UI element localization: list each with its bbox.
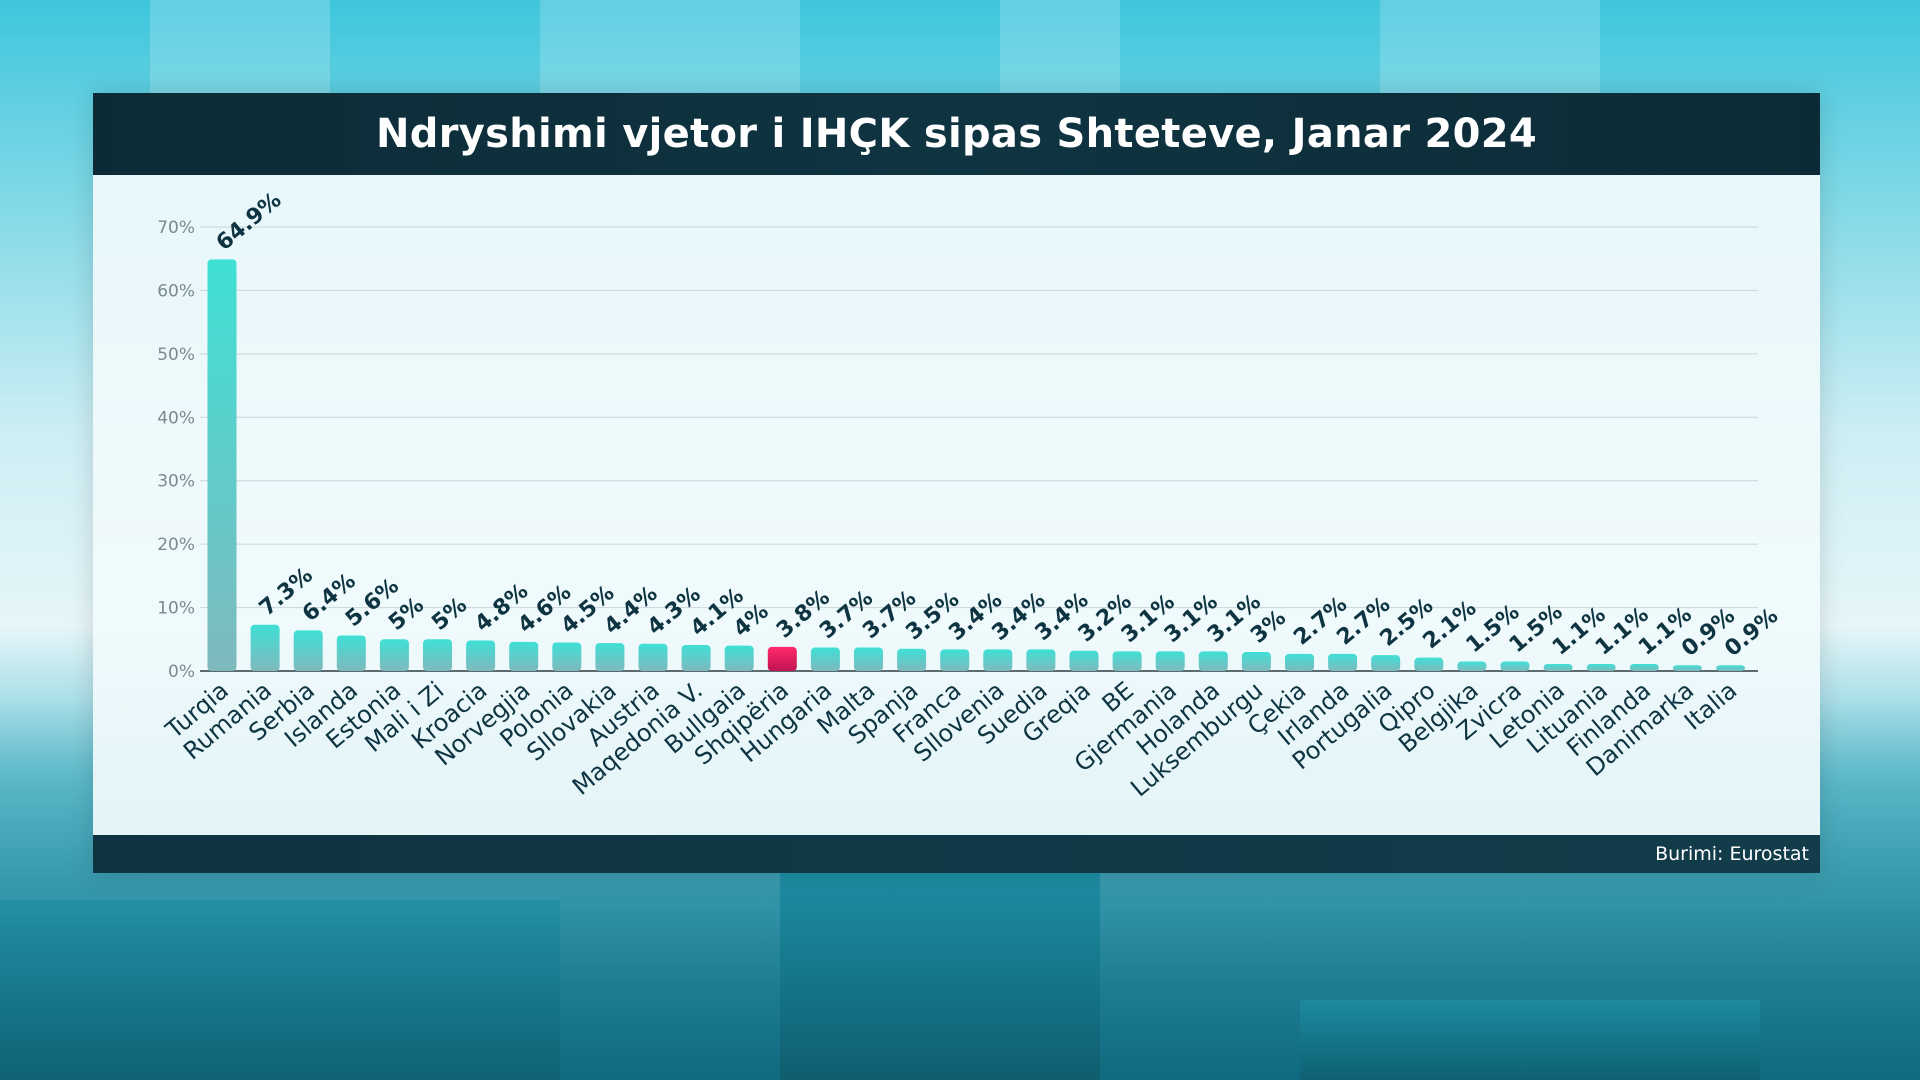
bar [767, 646, 797, 671]
bar [1198, 651, 1228, 671]
bar [1586, 664, 1616, 671]
bar [1457, 661, 1487, 671]
bar [466, 640, 496, 671]
bar [854, 647, 883, 671]
bar [1026, 649, 1056, 671]
y-tick-label: 70% [157, 218, 195, 238]
bar [1543, 664, 1573, 671]
bar [1672, 665, 1702, 671]
bar [681, 644, 711, 671]
bar [724, 645, 754, 671]
y-tick-label: 40% [157, 408, 195, 428]
y-tick-label: 60% [157, 281, 195, 301]
bar [379, 639, 409, 671]
bar [1500, 661, 1530, 671]
bar [595, 643, 625, 671]
bar [983, 649, 1013, 671]
background-pillar [1380, 0, 1600, 100]
bar [1716, 665, 1745, 671]
y-tick-label: 30% [157, 472, 195, 492]
background-pillar [1000, 0, 1120, 100]
gridlines [200, 226, 1758, 672]
bar [509, 641, 539, 671]
studio-desk [0, 900, 560, 1080]
y-tick-label: 10% [157, 599, 195, 619]
y-tick-label: 20% [157, 535, 195, 555]
data-labels: 64.9%7.3%6.4%5.6%5%5%4.8%4.6%4.5%4.4%4.3… [212, 188, 1783, 662]
footer-bar: Burimi: Eurostat [93, 835, 1820, 873]
bar [552, 642, 582, 671]
bar [293, 630, 323, 671]
title-bar: Ndryshimi vjetor i IHÇK sipas Shteteve, … [93, 93, 1820, 175]
background-pillar [150, 0, 330, 100]
bar [897, 648, 927, 671]
chart-panel: Ndryshimi vjetor i IHÇK sipas Shteteve, … [93, 93, 1820, 873]
bar [1285, 653, 1314, 671]
chart-title: Ndryshimi vjetor i IHÇK sipas Shteteve, … [376, 111, 1537, 157]
bar-chart: 0% 10% 20% 30% 40% 50% 60% 70% 64.9%7.3%6.4%5.6… [157, 188, 1783, 803]
bar [1155, 651, 1185, 671]
bar [1629, 664, 1659, 671]
bar [1241, 651, 1271, 671]
y-tick-label: 0% [168, 662, 195, 682]
bar [1328, 653, 1358, 671]
bar [810, 647, 840, 671]
bar [336, 635, 366, 671]
bar [1069, 650, 1099, 671]
bar [1112, 651, 1142, 671]
background-pillar [540, 0, 800, 100]
bar [423, 639, 452, 671]
source-label: Burimi: Eurostat [1655, 843, 1809, 865]
studio-desk [780, 870, 1100, 1080]
data-label: 64.9% [212, 188, 287, 256]
y-tick-label: 50% [157, 345, 195, 365]
bar [1414, 657, 1444, 671]
data-label: 5% [427, 593, 472, 636]
bar [250, 624, 280, 671]
bar [940, 649, 970, 671]
bar [1371, 655, 1401, 671]
bars [207, 259, 1745, 671]
studio-desk [1300, 1000, 1760, 1080]
bar [207, 259, 237, 671]
y-axis-ticks: 0% 10% 20% 30% 40% 50% 60% 70% [157, 218, 195, 682]
bar [638, 643, 668, 671]
